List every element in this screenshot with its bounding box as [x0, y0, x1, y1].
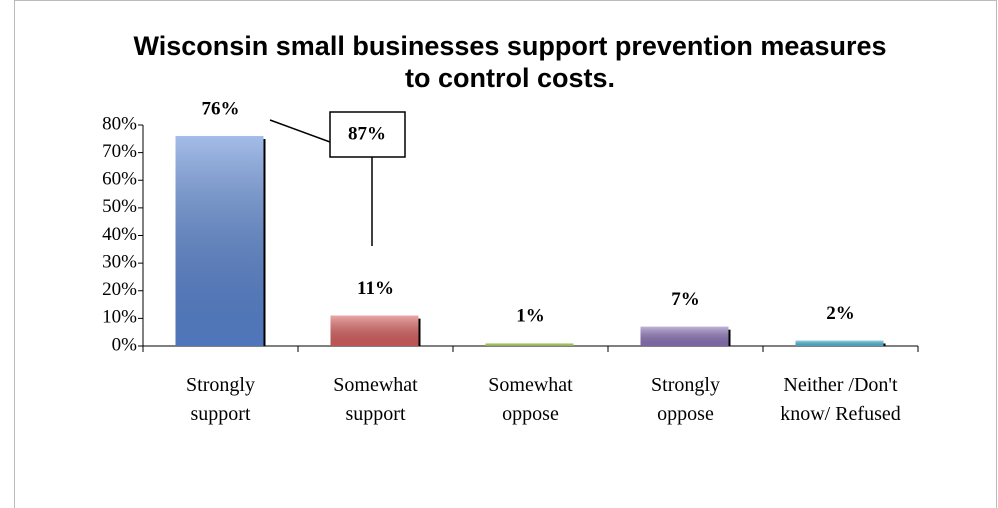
y-tick-label: 80% [102, 113, 137, 134]
y-tick-label: 50% [102, 196, 137, 217]
y-tick-label: 70% [102, 141, 137, 162]
value-label: 11% [357, 278, 394, 299]
annotation-box [329, 111, 406, 158]
y-tick-label: 20% [102, 279, 137, 300]
value-label: 2% [826, 303, 855, 324]
chart-title: Wisconsin small businesses support preve… [133, 31, 887, 93]
value-label: 7% [671, 289, 700, 310]
bar-shade [175, 136, 264, 346]
y-tick-label: 40% [102, 224, 137, 245]
y-tick-label: 0% [112, 334, 138, 355]
bar-shade [330, 315, 419, 346]
x-tick-label: Somewhat oppose [488, 374, 573, 425]
y-tick-label: 60% [102, 169, 137, 190]
x-tick-label: Strongly support [186, 374, 255, 425]
x-tick-label: Strongly oppose [651, 374, 720, 425]
x-tick-label: Somewhat support [333, 374, 418, 425]
bar-shade [795, 340, 884, 346]
bar-shade [640, 326, 729, 346]
annotation-line [269, 119, 331, 143]
y-tick-label: 30% [102, 251, 137, 272]
frame [14, 0, 997, 508]
value-label: 76% [202, 98, 240, 119]
x-tick-label: Neither /Don't know/ Refused [780, 374, 901, 425]
annotation: 87% [348, 123, 386, 144]
bar-shade [485, 343, 574, 346]
value-label: 1% [516, 306, 545, 327]
y-tick-label: 10% [102, 307, 137, 328]
